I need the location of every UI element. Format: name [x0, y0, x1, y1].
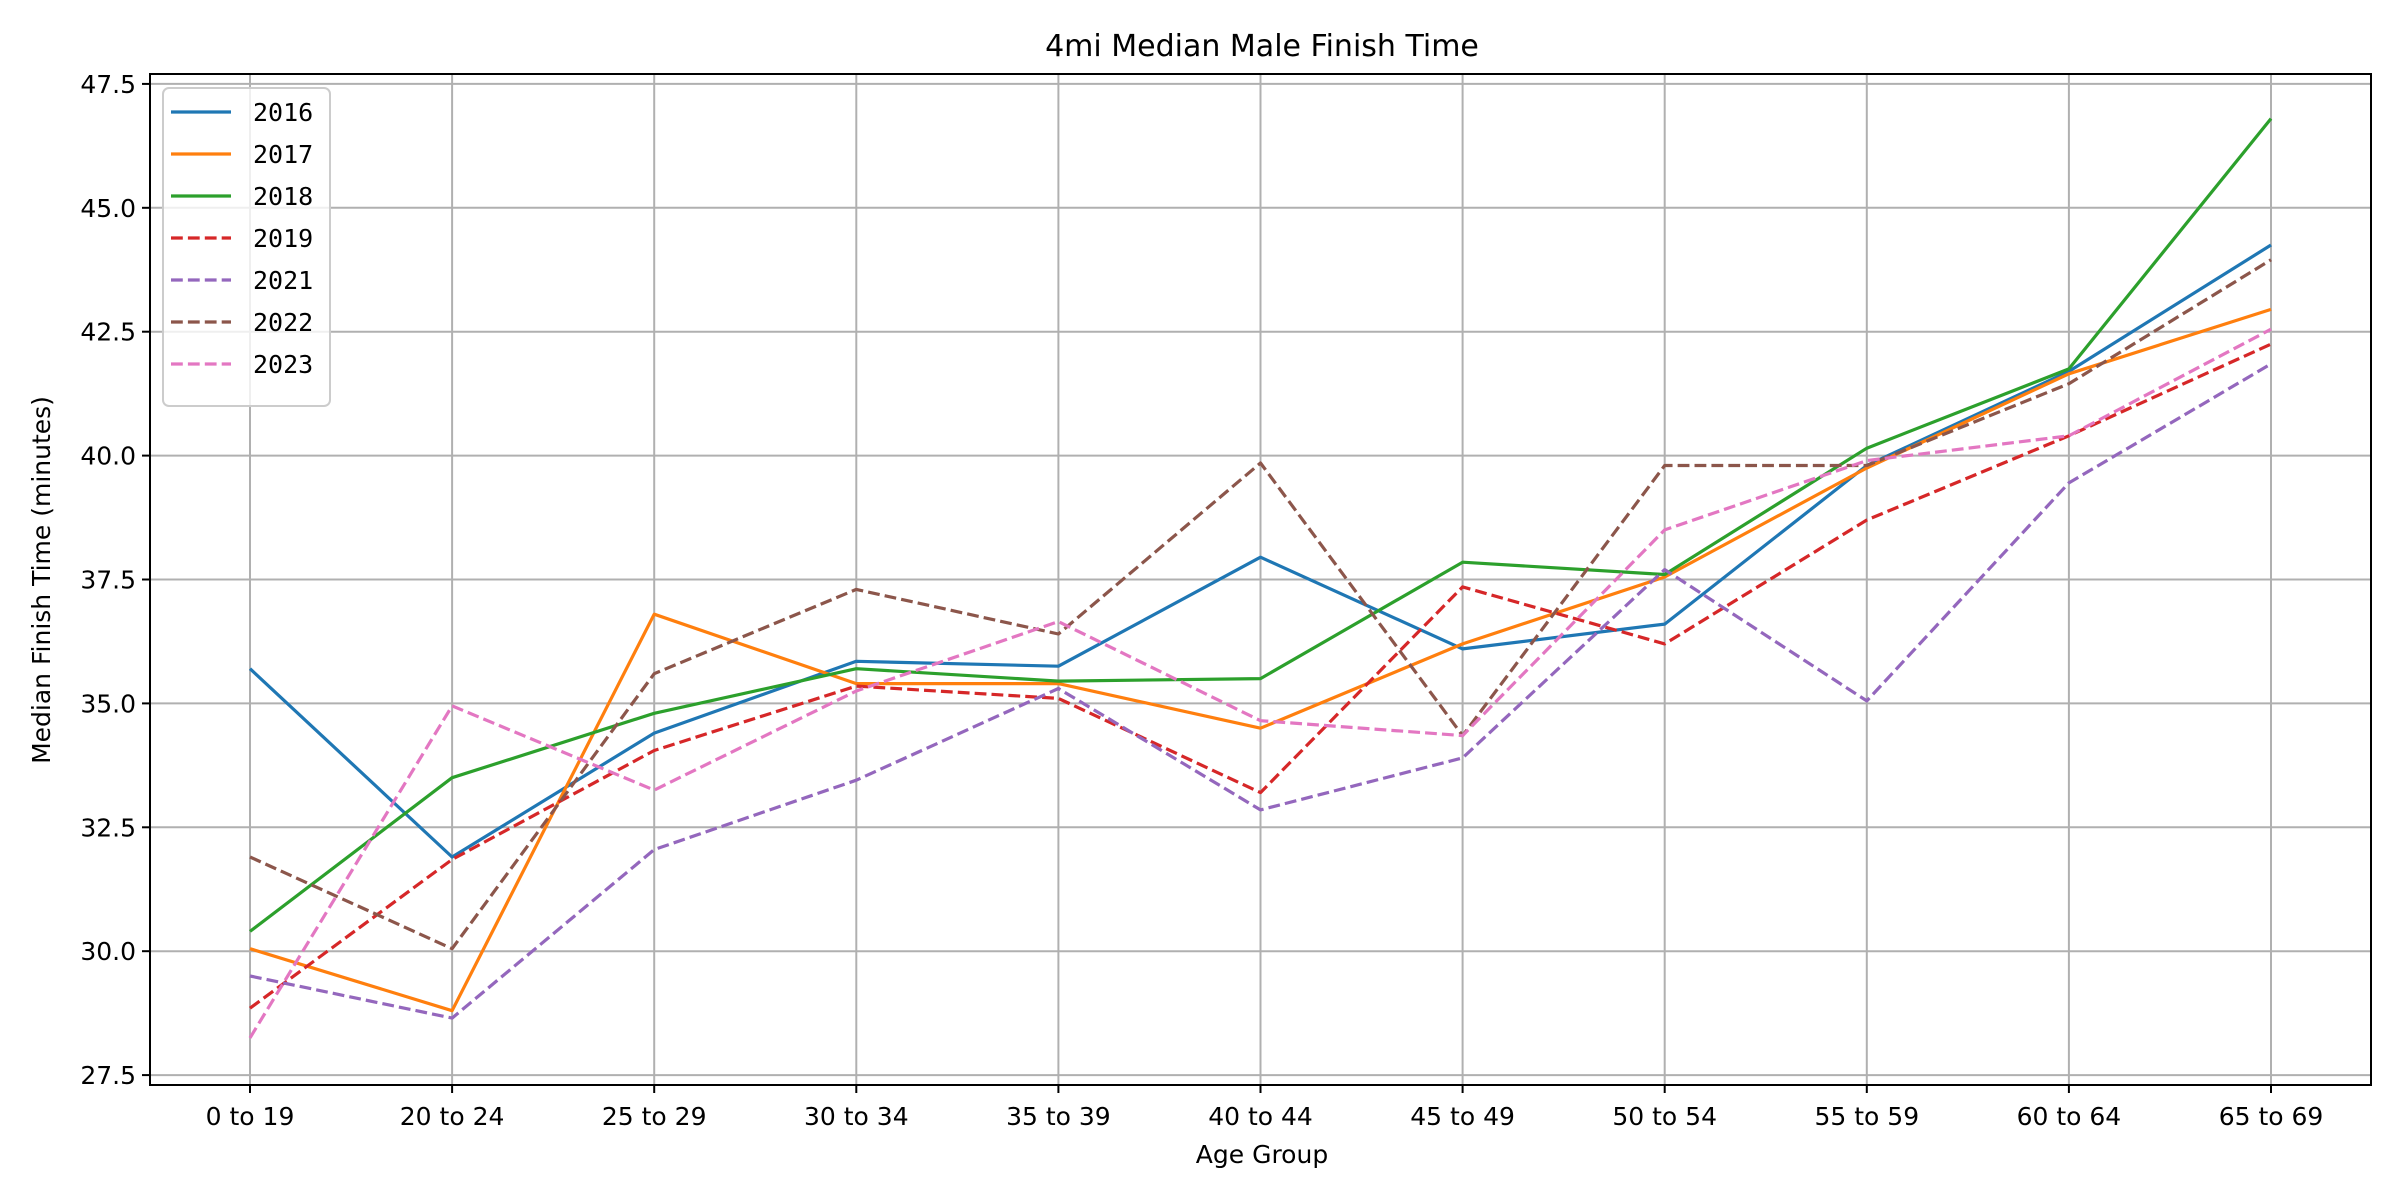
x-tick-label: 40 to 44 — [1208, 1102, 1313, 1131]
legend-label-2016: 2016 — [253, 98, 313, 127]
y-tick-label: 27.5 — [80, 1061, 136, 1090]
chart-title: 4mi Median Male Finish Time — [1045, 29, 1479, 64]
x-tick-label: 30 to 34 — [804, 1102, 909, 1131]
grid — [150, 74, 2371, 1085]
series-line-2023 — [248, 327, 2272, 1039]
y-axis-ticks: 27.5 30.0 32.5 35.0 37.5 40.0 42.5 45.0 47.5 — [80, 70, 150, 1090]
x-tick-label: 55 to 59 — [1814, 1102, 1919, 1131]
x-tick-label: 35 to 39 — [1006, 1102, 1111, 1131]
legend-label-2019: 2019 — [253, 224, 313, 253]
y-tick-label: 30.0 — [80, 937, 136, 966]
legend-label-2021: 2021 — [253, 266, 313, 295]
y-tick-label: 47.5 — [80, 70, 136, 99]
x-tick-label: 50 to 54 — [1612, 1102, 1717, 1131]
series-line-2021 — [249, 362, 2272, 1020]
series-line-2016 — [248, 243, 2272, 859]
y-tick-label: 40.0 — [80, 442, 136, 471]
series-line-2019 — [249, 342, 2272, 1010]
x-tick-label: 25 to 29 — [602, 1102, 707, 1131]
x-tick-label: 0 to 19 — [206, 1102, 295, 1131]
legend-label-2017: 2017 — [253, 140, 313, 169]
x-tick-label: 45 to 49 — [1410, 1102, 1515, 1131]
legend-label-2023: 2023 — [253, 350, 313, 379]
series-line-2022 — [249, 258, 2272, 951]
legend-label-2022: 2022 — [253, 308, 313, 337]
y-tick-label: 37.5 — [80, 566, 136, 595]
y-tick-label: 35.0 — [80, 689, 136, 718]
x-tick-label: 65 to 69 — [2219, 1102, 2324, 1131]
x-axis-label: Age Group — [1196, 1140, 1328, 1169]
legend-label-2018: 2018 — [253, 182, 313, 211]
y-tick-label: 42.5 — [80, 318, 136, 347]
legend-box — [162, 87, 331, 407]
series-line-2018 — [249, 117, 2273, 933]
x-axis-ticks: 0 to 19 20 to 24 25 to 29 30 to 34 35 to 39 4… — [206, 1085, 2324, 1131]
y-tick-label: 32.5 — [80, 813, 136, 842]
y-axis-label: Median Finish Time (minutes) — [27, 396, 56, 764]
x-tick-label: 20 to 24 — [400, 1102, 505, 1131]
legend: 2016 2017 2018 2019 2021 2022 2023 — [162, 87, 331, 407]
series-lines — [248, 117, 2273, 1039]
x-tick-label: 60 to 64 — [2017, 1102, 2122, 1131]
y-tick-label: 45.0 — [80, 194, 136, 223]
